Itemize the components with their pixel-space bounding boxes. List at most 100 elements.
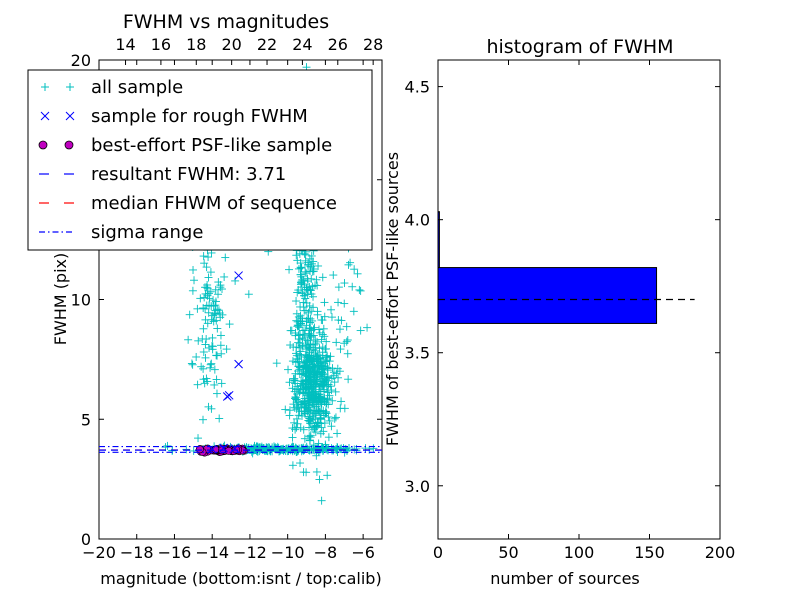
all-sample-point	[305, 432, 314, 441]
histogram-title: histogram of FWHM	[486, 36, 673, 58]
legend-item-sigma-range: sigma range	[39, 222, 203, 243]
legend-label: median FHWM of sequence	[91, 193, 337, 214]
all-sample-point	[323, 352, 332, 361]
all-sample-point	[200, 379, 209, 388]
all-sample-point	[210, 310, 219, 319]
all-sample-point	[199, 347, 208, 356]
all-sample-point	[314, 363, 323, 372]
legend-item-median-fwhm: median FHWM of sequence	[39, 193, 337, 214]
rough-sample-point	[234, 271, 243, 280]
all-sample-point	[320, 298, 329, 307]
all-sample-point	[314, 398, 323, 407]
all-sample-point	[307, 290, 316, 299]
all-sample-point	[201, 315, 210, 324]
all-sample-point	[319, 411, 328, 420]
all-sample-point	[305, 331, 314, 340]
all-sample-point	[291, 425, 300, 434]
all-sample-point	[285, 411, 294, 420]
all-sample-point	[291, 394, 300, 403]
all-sample-point	[340, 279, 349, 288]
all-sample-point	[205, 343, 214, 352]
all-sample-point	[329, 271, 338, 280]
legend-label: sigma range	[91, 222, 203, 243]
all-sample-point	[197, 362, 206, 371]
all-sample-point	[213, 351, 222, 360]
all-sample-point	[313, 281, 322, 290]
all-sample-point	[294, 286, 303, 295]
legend-label: best-effort PSF-like sample	[91, 135, 332, 156]
all-sample-point	[317, 335, 326, 344]
x-tick-label: 50	[498, 543, 518, 562]
all-sample-point	[213, 305, 222, 314]
legend-circle-marker-icon	[38, 140, 48, 150]
all-sample-point	[206, 268, 215, 277]
all-sample-point	[312, 352, 321, 361]
all-sample-point	[325, 357, 334, 366]
all-sample-point	[298, 400, 307, 409]
all-sample-point	[192, 352, 201, 361]
all-sample-point	[292, 414, 301, 423]
all-sample-point	[215, 414, 224, 423]
all-sample-point	[320, 312, 329, 321]
all-sample-point	[296, 459, 305, 468]
all-sample-point	[346, 258, 355, 267]
x-tick-label: −8	[314, 543, 338, 562]
rough-sample-point	[234, 359, 243, 369]
all-sample-point	[315, 407, 324, 416]
all-sample-point	[292, 423, 301, 432]
all-sample-point	[199, 252, 208, 261]
all-sample-point	[309, 303, 318, 312]
histogram-bar	[437, 211, 440, 269]
all-sample-point	[369, 444, 378, 453]
all-sample-point	[305, 414, 314, 423]
all-sample-point	[327, 305, 336, 314]
y-tick-label: 20	[71, 51, 91, 70]
all-sample-point	[329, 371, 338, 380]
all-sample-point	[320, 419, 329, 428]
all-sample-point	[281, 405, 290, 414]
all-sample-point	[356, 326, 365, 335]
all-sample-point	[311, 349, 320, 358]
all-sample-point	[326, 352, 335, 361]
all-sample-point	[216, 283, 225, 292]
all-sample-point	[301, 326, 310, 335]
all-sample-point	[204, 273, 213, 282]
all-sample-point	[294, 312, 303, 321]
all-sample-point	[293, 419, 302, 428]
legend-frame	[27, 69, 373, 251]
all-sample-point	[194, 434, 203, 443]
all-sample-point	[311, 409, 320, 418]
histogram-ylabel: FWHM of best-effort PSF-like sources	[383, 152, 402, 446]
all-sample-point	[318, 330, 327, 339]
all-sample-point	[318, 273, 327, 282]
all-sample-point	[210, 380, 219, 389]
all-sample-point	[209, 296, 218, 305]
all-sample-point	[324, 433, 333, 442]
top-x-tick-label: 24	[292, 35, 312, 54]
all-sample-point	[293, 447, 302, 456]
x-tick-label: −12	[233, 543, 267, 562]
all-sample-point	[295, 370, 304, 379]
top-x-tick-label: 14	[115, 35, 135, 54]
all-sample-point	[343, 335, 352, 344]
rough-sample-point	[222, 392, 232, 401]
scatter-ylabel: FWHM (pix)	[51, 253, 70, 346]
all-sample-point	[295, 350, 304, 359]
y-tick-label: 5	[81, 410, 91, 429]
top-x-tick-label: 18	[186, 35, 206, 54]
scatter-xlabel: magnitude (bottom:isnt / top:calib)	[100, 569, 381, 588]
legend-x-marker-icon	[40, 111, 75, 121]
all-sample-point	[302, 269, 311, 278]
legend-label: resultant FWHM: 3.71	[91, 164, 286, 185]
scatter-points	[161, 63, 378, 505]
all-sample-point	[318, 381, 327, 390]
all-sample-point	[317, 423, 326, 432]
all-sample-point	[208, 333, 217, 342]
top-x-tick-label: 20	[221, 35, 241, 54]
all-sample-point	[308, 267, 317, 276]
all-sample-point	[307, 423, 316, 432]
x-tick-label: 0	[433, 543, 443, 562]
all-sample-point	[327, 313, 336, 322]
all-sample-point	[304, 355, 313, 364]
